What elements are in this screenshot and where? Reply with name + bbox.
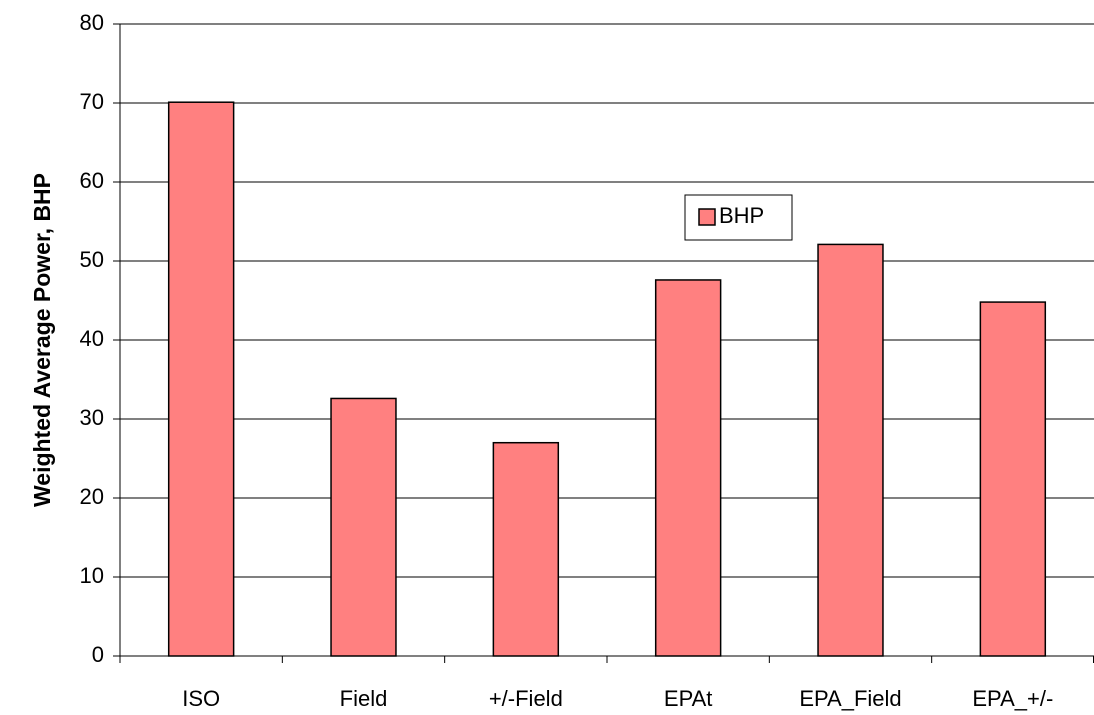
y-tick-label: 30 [80, 405, 104, 430]
y-tick-label: 20 [80, 484, 104, 509]
x-tick-label: EPAt [664, 686, 713, 711]
x-tick-label: EPA_+/- [972, 686, 1053, 711]
bar [330, 397, 397, 657]
x-tick-label: EPA_Field [799, 686, 901, 711]
legend-label: BHP [719, 203, 764, 228]
y-tick-label: 0 [92, 642, 104, 667]
y-tick-label: 50 [80, 247, 104, 272]
y-tick-label: 10 [80, 563, 104, 588]
bar [492, 441, 560, 657]
y-tick-label: 70 [80, 89, 104, 114]
bar [979, 301, 1047, 657]
x-tick-label: ISO [182, 686, 220, 711]
bar [167, 101, 235, 657]
bar [817, 243, 884, 657]
y-tick-label: 80 [80, 10, 104, 35]
y-tick-label: 40 [80, 326, 104, 351]
x-tick-label: +/-Field [489, 686, 563, 711]
legend-swatch [698, 208, 716, 226]
y-tick-label: 60 [80, 168, 104, 193]
x-tick-label: Field [340, 686, 388, 711]
bar [654, 279, 722, 657]
y-axis-title: Weighted Average Power, BHP [29, 173, 55, 507]
